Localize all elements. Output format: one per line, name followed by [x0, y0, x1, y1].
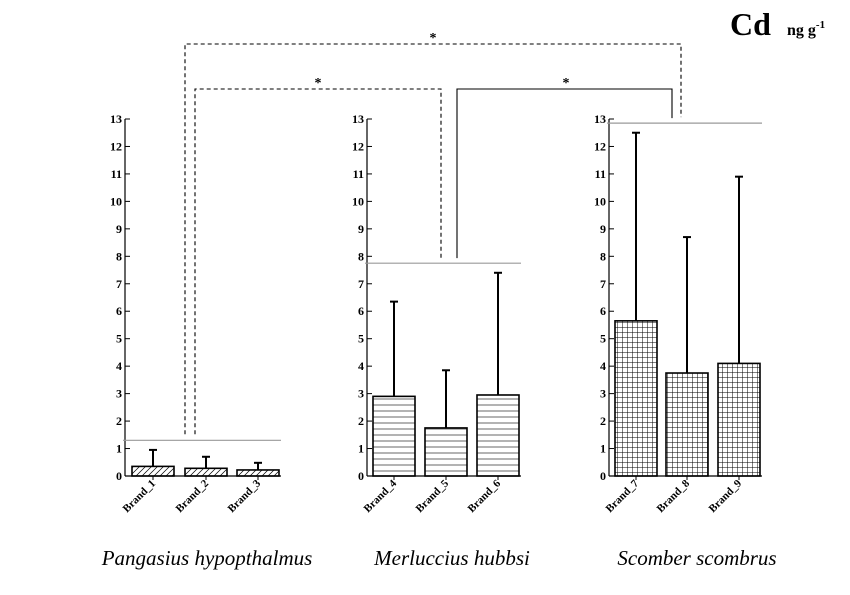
y-tick-label: 1 [116, 442, 122, 456]
y-tick-label: 8 [600, 249, 606, 263]
y-tick-label: 10 [110, 194, 122, 208]
y-tick-label: 8 [116, 249, 122, 263]
y-tick-label: 10 [594, 194, 606, 208]
y-tick-label: 7 [358, 277, 364, 291]
y-tick-label: 0 [600, 469, 606, 483]
y-tick-label: 2 [600, 414, 606, 428]
bar-brand_6 [476, 394, 520, 477]
y-tick-label: 3 [358, 387, 364, 401]
y-tick-label: 12 [594, 139, 606, 153]
y-tick-label: 5 [358, 332, 364, 346]
x-tick-label: Brand_6 [466, 477, 504, 515]
y-tick-label: 6 [600, 304, 606, 318]
significance-layer: * * * [184, 31, 682, 435]
bar-brand_4 [372, 395, 416, 477]
chart-units: ng g-1 [787, 19, 825, 39]
y-tick-label: 10 [352, 194, 364, 208]
bar-brand_7 [614, 320, 658, 477]
chart-title: Cd [730, 6, 771, 42]
y-tick-label: 1 [600, 442, 606, 456]
y-tick-label: 13 [352, 112, 364, 126]
significance-star: * [430, 31, 437, 46]
y-tick-label: 13 [110, 112, 122, 126]
significance-star: * [315, 76, 322, 91]
significance-bracket [456, 88, 673, 259]
x-tick-label: Brand_2 [174, 477, 212, 515]
x-tick-label: Brand_8 [655, 477, 693, 515]
y-tick-label: 5 [116, 332, 122, 346]
y-tick-label: 5 [600, 332, 606, 346]
y-tick-label: 9 [116, 222, 122, 236]
x-tick-label: Brand_9 [707, 477, 745, 515]
y-tick-label: 13 [594, 112, 606, 126]
y-tick-label: 3 [116, 387, 122, 401]
y-tick-label: 1 [358, 442, 364, 456]
y-tick-label: 4 [600, 359, 606, 373]
bar-brand_1 [131, 465, 175, 477]
bar-brand_3 [236, 469, 280, 477]
unit-exponent: -1 [816, 19, 825, 31]
y-tick-label: 11 [595, 167, 606, 181]
y-tick-label: 8 [358, 249, 364, 263]
significance-bracket [184, 43, 682, 435]
y-tick-label: 4 [116, 359, 122, 373]
y-tick-label: 0 [358, 469, 364, 483]
species-label: Merluccius hubbsi [373, 546, 530, 570]
y-tick-label: 7 [116, 277, 122, 291]
significance-star: * [563, 76, 570, 91]
bar-brand_8 [665, 372, 709, 477]
y-tick-label: 12 [110, 139, 122, 153]
x-tick-label: Brand_7 [604, 477, 642, 515]
y-tick-label: 6 [358, 304, 364, 318]
y-tick-label: 9 [600, 222, 606, 236]
bar-brand_5 [424, 427, 468, 477]
bar-brand_2 [184, 467, 228, 477]
bar-brand_9 [717, 362, 761, 477]
species-label: Pangasius hypopthalmus [101, 546, 313, 570]
y-tick-label: 9 [358, 222, 364, 236]
y-tick-label: 4 [358, 359, 364, 373]
x-tick-label: Brand_3 [226, 477, 264, 515]
x-tick-label: Brand_5 [414, 477, 452, 515]
y-tick-label: 12 [352, 139, 364, 153]
significance-bracket [194, 88, 442, 435]
y-tick-label: 0 [116, 469, 122, 483]
y-tick-label: 3 [600, 387, 606, 401]
unit-base: ng g [787, 22, 816, 39]
y-tick-label: 2 [358, 414, 364, 428]
y-tick-label: 6 [116, 304, 122, 318]
x-tick-label: Brand_4 [362, 477, 400, 515]
x-tick-label: Brand_1 [121, 478, 158, 515]
y-tick-label: 11 [111, 167, 122, 181]
species-label: Scomber scombrus [617, 546, 776, 570]
y-tick-label: 7 [600, 277, 606, 291]
y-tick-label: 11 [353, 167, 364, 181]
y-tick-label: 2 [116, 414, 122, 428]
